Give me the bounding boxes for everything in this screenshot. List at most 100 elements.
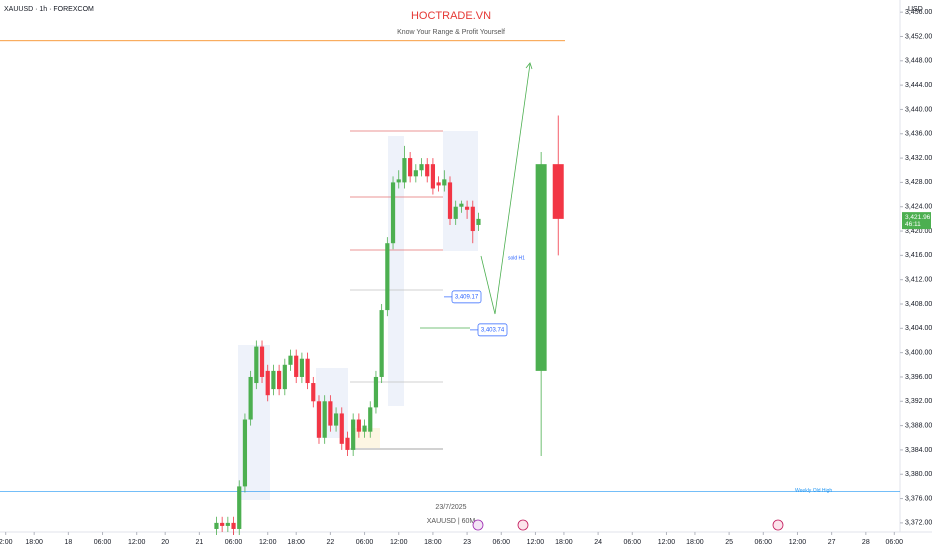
symbol-label: XAUUSD · 1h · FOREXCOM	[4, 6, 94, 13]
candle-body	[294, 355, 299, 377]
y-tick-label: 3,400.00	[905, 349, 932, 356]
candle-body	[345, 437, 350, 450]
current-price-tag	[902, 212, 931, 230]
candle-body	[277, 370, 282, 390]
x-tick-label: 06:00	[356, 539, 374, 546]
x-tick-label: 21	[195, 539, 203, 546]
candle-body	[288, 355, 293, 365]
price-box	[477, 323, 508, 337]
candle-body	[311, 383, 316, 402]
timeframe-label: XAUUSD | 60M	[427, 518, 476, 525]
range-box	[388, 136, 404, 406]
y-tick-label: 3,388.00	[905, 422, 932, 429]
candle-body	[351, 419, 356, 450]
candle-body	[453, 206, 458, 219]
candle-body	[339, 413, 344, 444]
x-tick-label: 28	[862, 539, 870, 546]
x-tick-label: 18:00	[25, 539, 43, 546]
candle-body	[552, 164, 564, 219]
x-tick-label: 12:00	[658, 539, 676, 546]
candle-body	[390, 182, 396, 244]
arrow-head	[525, 62, 533, 70]
candle-body	[419, 164, 424, 171]
candle-body	[476, 218, 481, 225]
currency-label: USD	[908, 6, 923, 13]
y-tick-label: 3,412.00	[905, 277, 932, 284]
candle-body	[373, 376, 379, 408]
candle-body	[447, 182, 453, 219]
candle-body	[265, 370, 270, 396]
candle-body	[362, 425, 367, 432]
y-tick-label: 3,420.00	[905, 228, 932, 235]
candle-body	[316, 401, 322, 438]
y-tick-label: 3,436.00	[905, 131, 932, 138]
flag-icon	[772, 519, 784, 531]
candle-body	[322, 401, 327, 438]
flag-icon	[517, 519, 529, 531]
candle-body	[248, 376, 253, 420]
candle-body	[242, 419, 248, 487]
candle-body	[231, 522, 236, 529]
x-tick-label: 18	[64, 539, 72, 546]
weekly-old-high-label: Weekly Old High	[795, 488, 832, 494]
x-tick-label: 06:00	[624, 539, 642, 546]
x-tick-label: 06:00	[225, 539, 243, 546]
candle-body	[333, 413, 339, 426]
x-tick-label: 18:00	[287, 539, 305, 546]
x-tick-label: 18:00	[686, 539, 704, 546]
date-label: 23/7/2025	[435, 504, 466, 511]
x-tick-label: 06:00	[886, 539, 904, 546]
x-tick-label: 2:00	[0, 539, 13, 546]
candle-body	[259, 346, 265, 377]
price-box-label: 3,403.74	[481, 327, 505, 333]
y-tick-label: 3,428.00	[905, 179, 932, 186]
x-tick-label: 06:00	[755, 539, 773, 546]
projection-path	[480, 63, 531, 315]
candle-body	[368, 407, 373, 432]
y-tick-label: 3,444.00	[905, 82, 932, 89]
candle-body	[470, 206, 475, 232]
chart-title: HOCTRADE.VN	[411, 10, 491, 22]
x-tick-label: 06:00	[94, 539, 112, 546]
y-tick-label: 3,376.00	[905, 495, 932, 502]
y-tick-label: 3,372.00	[905, 520, 932, 527]
x-tick-label: 12:00	[527, 539, 545, 546]
y-tick-label: 3,440.00	[905, 106, 932, 113]
candle-body	[535, 164, 547, 371]
x-tick-label: 22	[326, 539, 334, 546]
candle-body	[356, 419, 361, 432]
x-tick-label: 20	[161, 539, 169, 546]
y-tick-label: 3,380.00	[905, 471, 932, 478]
x-tick-label: 12:00	[259, 539, 277, 546]
y-tick-label: 3,404.00	[905, 325, 932, 332]
sold-note: sold H1	[508, 255, 525, 261]
y-tick-label: 3,456.00	[905, 9, 932, 16]
candle-body	[220, 522, 225, 526]
event-icon	[472, 519, 484, 531]
candle-body	[436, 182, 441, 186]
candle-body	[299, 358, 304, 377]
countdown: 46:11	[905, 221, 921, 228]
y-tick-label: 3,384.00	[905, 447, 932, 454]
x-tick-label: 12:00	[390, 539, 408, 546]
chart-subtitle: Know Your Range & Profit Yourself	[397, 29, 505, 36]
candle-body	[430, 164, 436, 189]
candle-body	[442, 179, 447, 186]
y-tick-label: 3,408.00	[905, 301, 932, 308]
candle-body	[459, 203, 464, 207]
candle-body	[254, 346, 259, 384]
candle-body	[425, 164, 430, 177]
y-tick-label: 3,416.00	[905, 252, 932, 259]
candle-body	[413, 170, 418, 177]
candle-body	[328, 401, 333, 426]
candle-body	[379, 310, 384, 377]
y-tick-label: 3,432.00	[905, 155, 932, 162]
candle-body	[464, 206, 470, 210]
y-tick-label: 3,452.00	[905, 33, 932, 40]
candle-body	[271, 370, 276, 390]
candle-body	[305, 358, 310, 384]
candle-body	[396, 179, 401, 183]
x-tick-label: 24	[594, 539, 602, 546]
